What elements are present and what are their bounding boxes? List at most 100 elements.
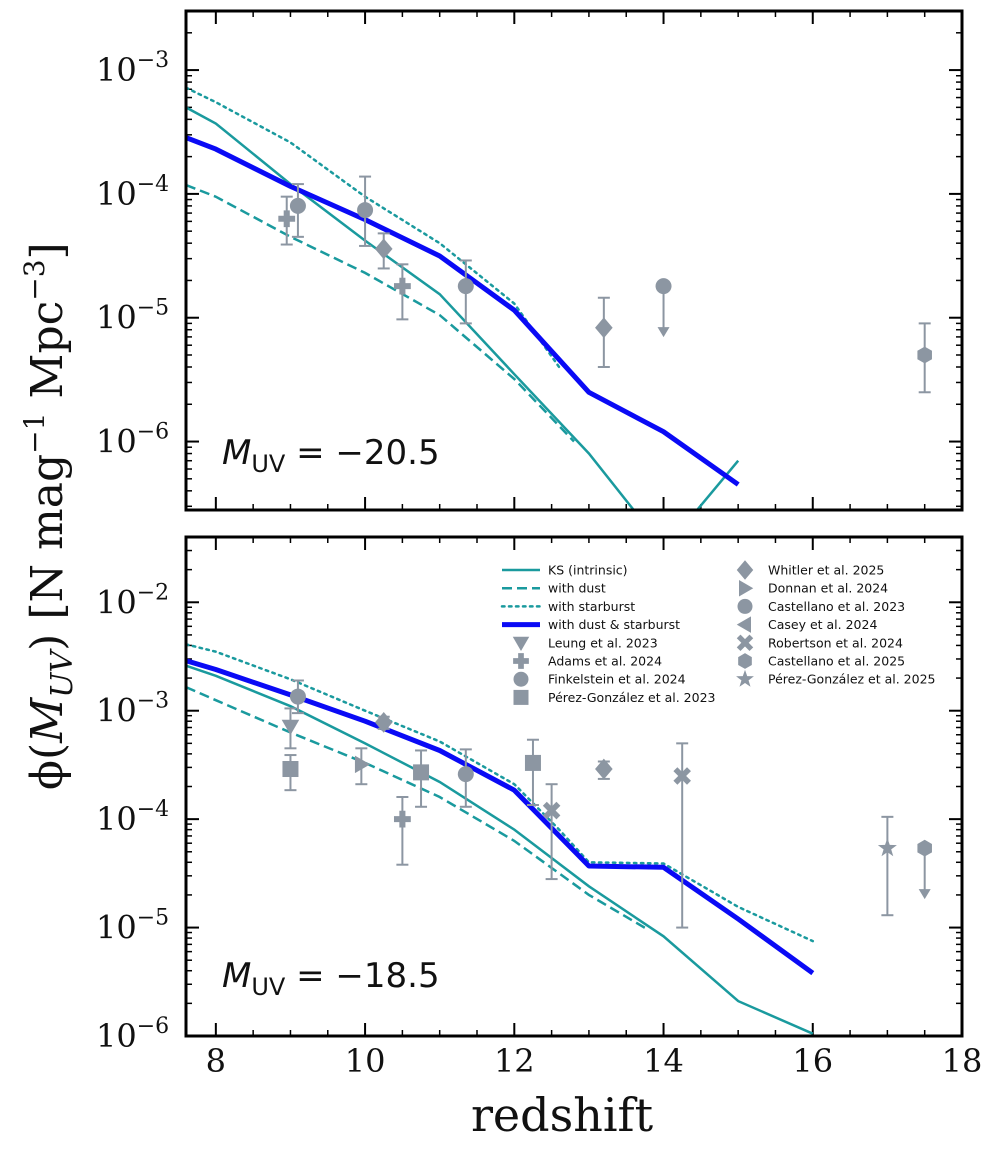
legend-marker-whitler-et-al-2025 xyxy=(736,560,754,580)
y-title-prefix: ϕ( xyxy=(22,743,73,790)
series-line-with-dust-starburst xyxy=(186,658,815,976)
upper-limit-arrowhead xyxy=(918,889,931,900)
observation-points xyxy=(281,679,932,929)
y-tick-exponent: −5 xyxy=(137,906,169,931)
legend-label: Robertson et al. 2024 xyxy=(768,635,903,650)
y-tick-base: 10 xyxy=(96,51,137,89)
y-title-exp2: −3 xyxy=(18,259,51,300)
y-axis-title: ϕ(MUV) [N mag−1 Mpc−3] xyxy=(18,242,80,790)
data-point-perez-gonzalez-et-al-2023 xyxy=(282,761,299,778)
bottom-annotation-sub: UV xyxy=(251,973,286,1001)
data-point-robertson-et-al-2024 xyxy=(673,767,691,785)
y-tick-exponent: −4 xyxy=(137,797,169,822)
x-tick-label: 10 xyxy=(345,1042,386,1080)
data-point-castellano-et-al-2025 xyxy=(917,346,932,364)
data-point-donnan-et-al-2024 xyxy=(354,755,371,774)
data-point-adams-et-al-2024 xyxy=(393,810,411,828)
legend-label: with dust xyxy=(548,581,606,596)
panel-top: 10−310−410−510−6 xyxy=(96,9,964,512)
y-tick-base: 10 xyxy=(96,692,137,730)
x-tick-label: 16 xyxy=(792,1042,833,1080)
data-point-leung-et-al-2023 xyxy=(281,719,300,735)
y-tick-label: 10−4 xyxy=(96,172,169,213)
upper-limit-arrowhead xyxy=(657,327,670,338)
data-point-robertson-et-al-2024 xyxy=(542,801,561,820)
y-tick-base: 10 xyxy=(96,175,137,213)
y-tick-label: 10−5 xyxy=(96,906,169,947)
y-title-close: ] xyxy=(22,242,73,259)
y-tick-label: 10−4 xyxy=(96,797,169,838)
y-tick-label: 10−3 xyxy=(96,48,169,89)
y-tick-exponent: −3 xyxy=(137,48,169,73)
legend-marker-donnan-et-al-2024 xyxy=(739,579,754,597)
series-line-ks-intrinsic-z-14 xyxy=(696,459,740,510)
y-tick-label: 10−5 xyxy=(96,296,169,337)
x-tick-label: 12 xyxy=(494,1042,535,1080)
y-tick-exponent: −2 xyxy=(137,580,169,605)
y-tick-exponent: −5 xyxy=(137,296,169,321)
data-point-adams-et-al-2024 xyxy=(278,210,296,228)
bottom-annotation-m: M xyxy=(222,956,251,996)
top-annotation-m: M xyxy=(222,433,251,473)
y-tick-base: 10 xyxy=(96,583,137,621)
data-point-perez-gonzalez-et-al-2023 xyxy=(413,764,430,781)
plot-frame xyxy=(184,535,964,1038)
y-tick-base: 10 xyxy=(96,299,137,337)
data-point-whitler-et-al-2025 xyxy=(374,238,393,260)
data-point-castellano-et-al-2025 xyxy=(917,839,932,857)
x-tick-label: 8 xyxy=(206,1042,226,1080)
data-point-whitler-et-al-2025 xyxy=(595,758,613,780)
y-tick-base: 10 xyxy=(96,800,137,838)
model-lines xyxy=(186,86,740,510)
x-tick-label: 14 xyxy=(643,1042,684,1080)
y-tick-base: 10 xyxy=(96,909,137,947)
legend-label: Pérez-González et al. 2023 xyxy=(548,690,716,705)
y-tick-base: 10 xyxy=(96,423,137,461)
series-line-with-starburst xyxy=(186,643,815,943)
series-line-with-dust-starburst xyxy=(186,135,740,487)
legend-label: with starburst xyxy=(548,599,635,614)
y-tick-label: 10−3 xyxy=(96,689,169,730)
y-title-sub: UV xyxy=(45,647,80,697)
y-title-exp1: −1 xyxy=(18,413,51,454)
series-line-with-dust xyxy=(186,183,575,443)
data-point-finkelstein-et-al-2024 xyxy=(289,197,306,214)
legend-label: KS (intrinsic) xyxy=(548,563,628,578)
data-point-whitler-et-al-2025 xyxy=(374,712,393,733)
legend-label: Leung et al. 2023 xyxy=(548,635,658,650)
data-point-whitler-et-al-2025 xyxy=(595,317,613,339)
plot-frame xyxy=(184,9,964,512)
legend-label: Castellano et al. 2025 xyxy=(768,654,905,669)
x-tick-labels: 8 10 12 14 16 18 xyxy=(206,1042,983,1080)
data-point-adams-et-al-2024 xyxy=(393,277,411,295)
legend-marker-leung-et-al-2023 xyxy=(512,636,530,652)
observation-points xyxy=(278,175,932,394)
top-annotation-sub: UV xyxy=(251,450,286,478)
y-title-mpc: Mpc xyxy=(22,301,73,413)
data-point-perez-gonzalez-et-al-2023 xyxy=(524,754,541,771)
legend-marker-castellano-et-al-2023 xyxy=(737,598,753,614)
bottom-panel-annotation: MUV = −18.5 xyxy=(222,956,440,1001)
y-tick-exponent: −6 xyxy=(137,1014,169,1039)
top-panel-annotation: MUV = −20.5 xyxy=(222,433,440,478)
y-tick-label: 10−6 xyxy=(96,420,169,461)
legend: KS (intrinsic) with dust with starburst wit… xyxy=(500,560,936,705)
marker-stroke xyxy=(736,634,754,652)
marker-stroke xyxy=(542,801,561,820)
data-point-perez-gonzalez-et-al-2025 xyxy=(877,838,897,857)
legend-label: with dust & starburst xyxy=(548,617,680,632)
series-line-with-starburst xyxy=(186,86,561,369)
legend-marker-robertson-et-al-2024 xyxy=(736,634,754,652)
legend-label: Finkelstein et al. 2024 xyxy=(548,672,686,687)
data-point-finkelstein-et-al-2024 xyxy=(457,278,474,295)
legend-marker-casey-et-al-2024 xyxy=(736,616,751,633)
series-line-ks-intrinsic xyxy=(186,664,814,1035)
y-title-units: ) [N mag xyxy=(22,454,73,651)
legend-label: Donnan et al. 2024 xyxy=(768,581,888,596)
legend-marker-perez-gonzalez-et-al-2023 xyxy=(513,689,529,705)
y-title-m: M xyxy=(22,697,73,744)
data-point-finkelstein-et-al-2024 xyxy=(289,688,306,705)
panel-bottom: 10−210−310−410−510−6 xyxy=(96,535,964,1055)
bottom-annotation-value: = −18.5 xyxy=(285,956,439,996)
